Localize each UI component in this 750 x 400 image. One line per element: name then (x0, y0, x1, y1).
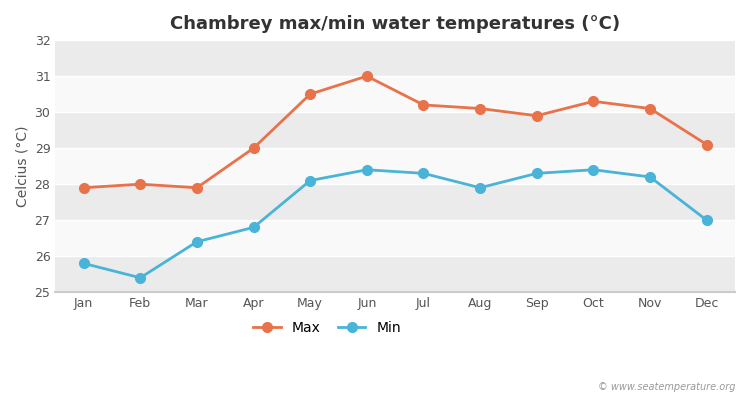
Title: Chambrey max/min water temperatures (°C): Chambrey max/min water temperatures (°C) (170, 15, 620, 33)
Bar (56, 40, 735, 76)
Bar (56, 220, 735, 256)
Bar (56, 76, 735, 112)
Legend: Max, Min: Max, Min (248, 316, 406, 341)
Bar (56, 256, 735, 292)
Bar (56, 112, 735, 148)
Text: © www.seatemperature.org: © www.seatemperature.org (598, 382, 735, 392)
Y-axis label: Celcius (°C): Celcius (°C) (15, 125, 29, 207)
Bar (56, 148, 735, 184)
Bar (56, 184, 735, 220)
